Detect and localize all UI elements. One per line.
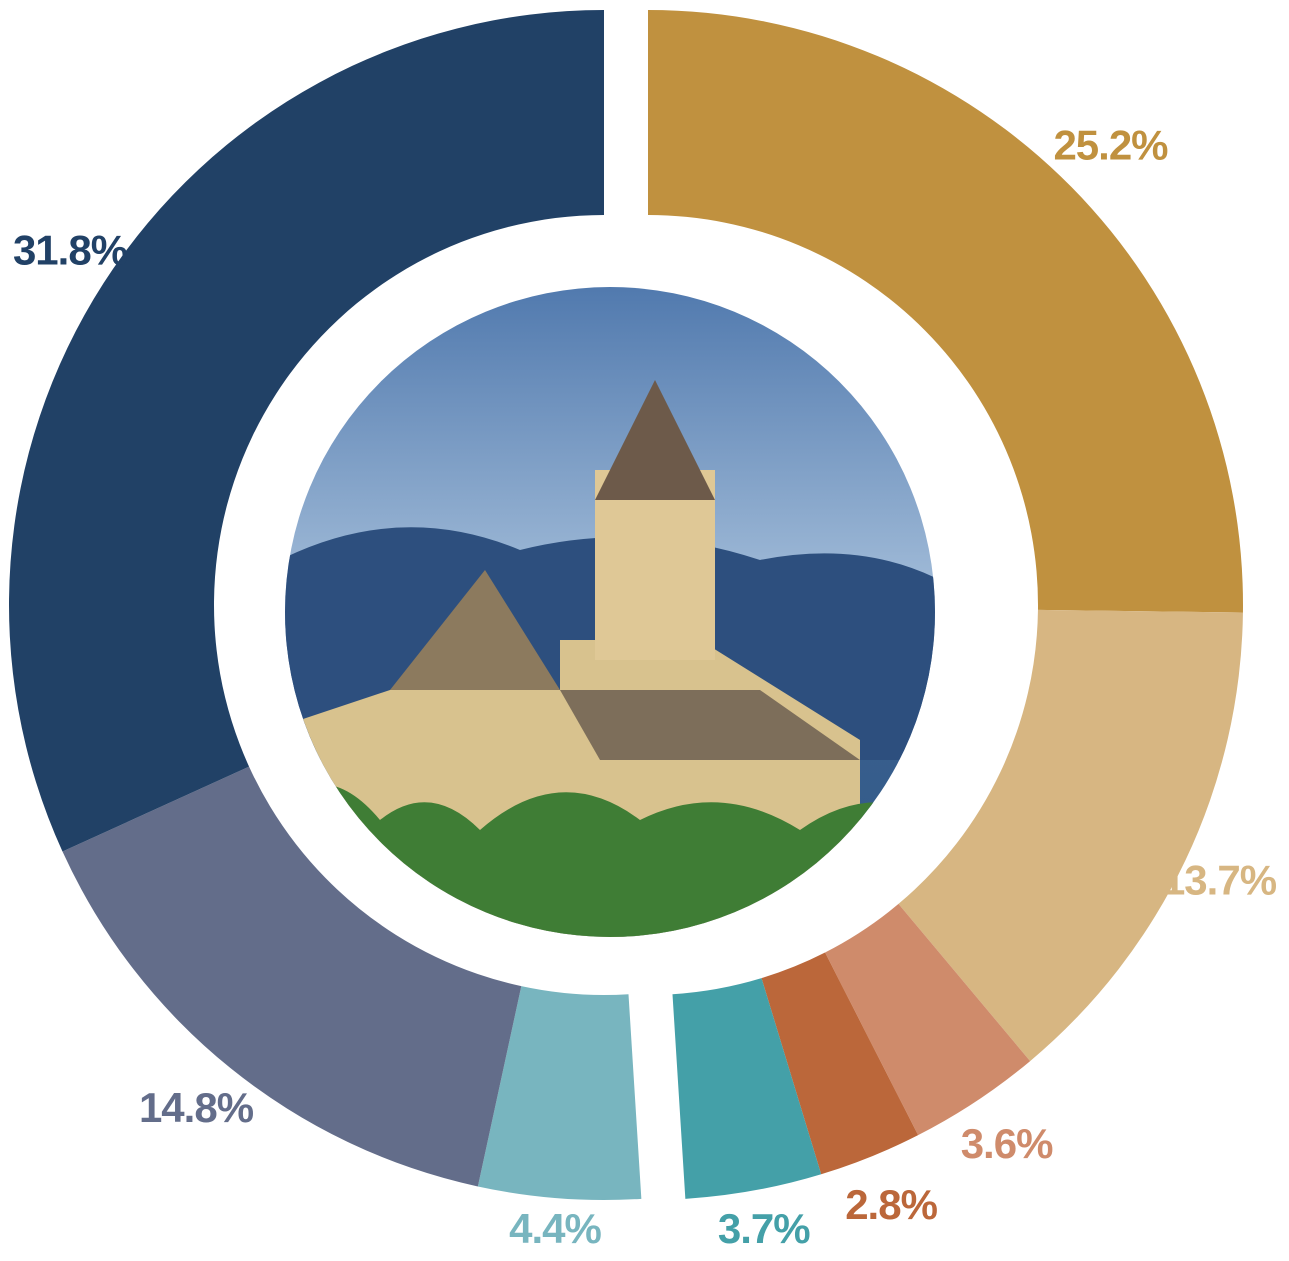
value-label: 14.8% [139, 1084, 254, 1131]
value-label: 13.7% [1162, 857, 1277, 904]
value-label: 25.2% [1053, 121, 1168, 168]
chart: 25.2% 13.7% 3.6% 2.8% 3.7% 4.4% 14.8% 31.8% [0, 0, 1289, 1261]
value-label: 4.4% [509, 1205, 601, 1252]
value-label: 31.8% [13, 226, 128, 273]
center-photo [280, 280, 940, 940]
value-label: 2.8% [845, 1181, 937, 1228]
page: {"chart_data": {"type": "donut", "values… [0, 0, 1289, 1261]
value-label: 3.7% [718, 1205, 810, 1252]
value-label: 3.6% [961, 1120, 1053, 1167]
